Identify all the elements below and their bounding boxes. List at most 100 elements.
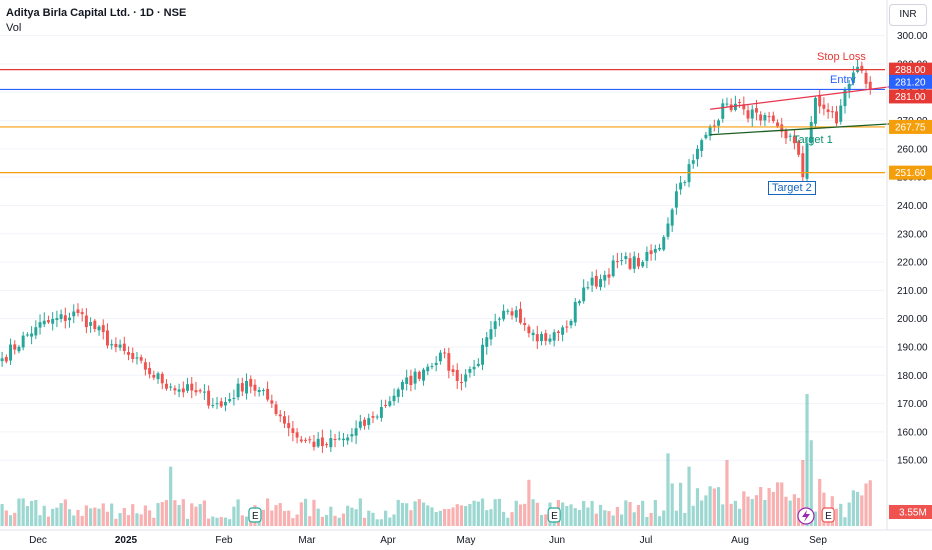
candle-body	[42, 320, 46, 325]
candle-body	[240, 383, 244, 392]
volume-bar	[472, 500, 476, 526]
candle-body	[729, 104, 733, 111]
candle-body	[670, 209, 674, 226]
earnings-e-icon	[248, 507, 262, 523]
candle-body	[603, 274, 607, 281]
volume-bar	[721, 504, 725, 526]
candle-body	[552, 332, 556, 341]
volume-bar	[738, 508, 742, 526]
candle-body	[282, 416, 286, 424]
candle-body	[717, 120, 721, 126]
candle-body	[127, 352, 131, 355]
candle-body	[527, 326, 531, 334]
candle-body	[261, 390, 265, 392]
volume-bar	[392, 514, 396, 526]
volume-bar	[725, 460, 729, 526]
target1-price-badge-bg	[889, 119, 932, 134]
volume-bar	[493, 499, 497, 526]
volume-bar	[485, 510, 489, 526]
candle-body	[767, 116, 771, 118]
volume-bar	[620, 514, 624, 526]
price-tick-label: 300.00	[897, 31, 928, 42]
time-tick-label: 2025	[115, 535, 138, 546]
candle-body	[148, 368, 152, 375]
price-tick-label: 190.00	[897, 342, 928, 353]
candle-body	[30, 333, 34, 337]
candle-body	[733, 103, 737, 110]
volume-bar	[34, 500, 38, 526]
candle-body	[249, 378, 253, 387]
candle-body	[556, 331, 560, 333]
candle-body	[417, 371, 421, 379]
volume-bar	[333, 515, 337, 526]
candle-body	[784, 130, 788, 139]
volume-bar	[13, 512, 17, 526]
candle-body	[55, 318, 59, 320]
candle-body	[818, 96, 822, 107]
candle-body	[830, 111, 834, 113]
volume-bar	[518, 504, 523, 526]
candle-body	[700, 140, 704, 151]
stop-loss-label: Stop Loss	[817, 51, 866, 63]
symbol-title: Aditya Birla Capital Ltd. · 1D · NSE	[6, 7, 187, 19]
volume-bar	[270, 510, 274, 526]
candle-body	[666, 223, 670, 237]
candle-body	[691, 160, 695, 164]
volume-bar	[388, 517, 392, 526]
candle-body	[270, 400, 274, 404]
candle-body	[160, 373, 164, 384]
volume-bar	[641, 500, 645, 526]
candle-body	[679, 182, 683, 190]
volume-bar	[843, 517, 847, 526]
candle-body	[400, 381, 404, 390]
volume-bar	[232, 506, 236, 526]
candle-body	[577, 301, 581, 304]
volume-bar	[169, 466, 173, 526]
candle-body	[413, 371, 417, 384]
candle-body	[253, 384, 257, 391]
candle-body	[653, 248, 657, 253]
volume-bar	[607, 511, 611, 526]
earnings-e-glyph: E	[551, 511, 558, 522]
candle-body	[143, 362, 147, 370]
volume-bar	[194, 506, 198, 526]
candle-body	[139, 357, 143, 361]
price-axis[interactable]: 150.00 160.00 170.00 180.00 190.00 200.00 210.…	[886, 0, 932, 530]
volume-bar	[143, 505, 147, 526]
earnings-e-icon	[821, 507, 835, 523]
volume-bar	[746, 496, 750, 526]
candle-body	[274, 404, 278, 414]
volume-bar	[590, 500, 594, 526]
volume-bar	[362, 517, 367, 526]
candle-body	[72, 311, 76, 317]
candle-body	[695, 148, 699, 160]
volume-bar	[691, 505, 695, 526]
volume-bar	[594, 513, 598, 526]
price-tick-label: 260.00	[897, 144, 928, 155]
volume-bar	[89, 508, 93, 526]
volume-bar	[497, 498, 501, 526]
volume-bar	[632, 512, 636, 526]
candle-body	[451, 369, 455, 372]
currency-button[interactable]: INR	[889, 4, 927, 26]
support-trend-line	[710, 121, 921, 136]
candle-body	[586, 287, 590, 289]
volume-bar	[409, 510, 413, 526]
volume-bar	[114, 518, 118, 526]
volume-bar	[754, 495, 759, 526]
volume-bar	[375, 519, 379, 526]
candle-body	[215, 403, 219, 405]
candle-body	[207, 390, 211, 406]
volume-bar	[851, 490, 855, 526]
volume-bar	[346, 505, 350, 526]
time-axis[interactable]: Dec 2025 Feb Mar Apr May Jun Jul Aug Sep	[0, 529, 932, 546]
volume-bar	[763, 499, 767, 526]
volume-bar	[636, 504, 641, 526]
candle-body	[759, 114, 763, 121]
candle-body	[228, 399, 232, 402]
candle-body	[337, 438, 341, 440]
candle-body	[476, 363, 480, 366]
candle-body	[84, 315, 88, 328]
